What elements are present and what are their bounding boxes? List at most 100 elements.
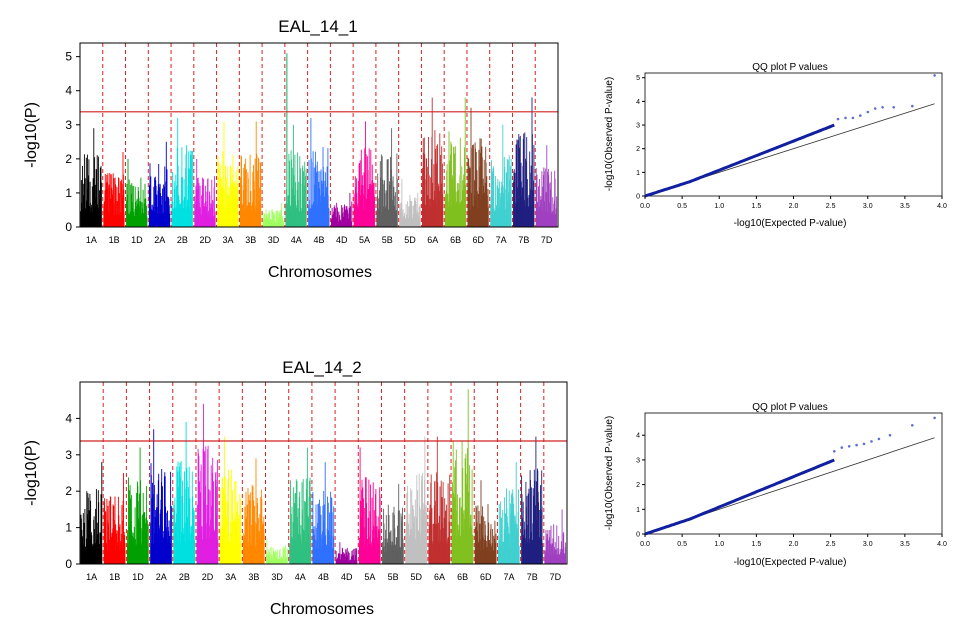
qq-x-tick-label: 3.5	[900, 541, 910, 548]
x-tick-2D: 2D	[199, 235, 211, 245]
x-tick-6B: 6B	[450, 235, 461, 245]
y-tick-label: 5	[65, 50, 72, 64]
qq-observed-curve	[644, 458, 835, 536]
chromosome-7A-marks	[497, 462, 520, 564]
manhattan-1-area: 1A 1B 1D 2A 2B 2D 3A 3B 3D 4A 4B 4D 5A 5B 5D 6A 6B 6D 7A 7B…	[65, 42, 559, 245]
x-tick-7D: 7D	[550, 572, 562, 582]
x-tick-7A: 7A	[496, 235, 507, 245]
y-tick-label: 2	[65, 152, 72, 166]
chromosome-5A-marks	[353, 121, 375, 227]
x-tick-6B: 6B	[457, 572, 468, 582]
chromosome-6D-marks	[474, 480, 497, 564]
x-tick-4D: 4D	[341, 572, 353, 582]
y-tick-label: 2	[65, 484, 72, 498]
qq-point	[877, 437, 881, 441]
qq-y-tick-label: 4	[636, 99, 640, 106]
x-tick-3A: 3A	[225, 572, 236, 582]
chromosome-6B-marks	[444, 97, 467, 227]
qq-point	[840, 446, 844, 449]
qq-y-tick-label: 0	[636, 194, 640, 201]
qq-1-area: 0.0 0.5 1.0 1.5 2.0 2.5 3.0 3.5 4.0 0 1 2 3 4 5	[636, 72, 947, 210]
qq-point	[933, 74, 936, 77]
y-tick-label: 0	[65, 557, 72, 571]
x-tick-1A: 1A	[86, 572, 97, 582]
qq-x-tick-label: 0.5	[677, 203, 687, 210]
x-tick-3D: 3D	[268, 235, 280, 245]
qq-1-title: QQ plot P values	[752, 62, 827, 73]
y-tick-label: 4	[65, 84, 72, 98]
x-tick-2A: 2A	[154, 235, 165, 245]
y-tick-label: 1	[65, 186, 72, 200]
chromosome-3B-marks	[242, 458, 265, 564]
qq-point	[859, 114, 862, 117]
y-tick-label: 3	[65, 448, 72, 462]
chromosome-1D-marks	[126, 447, 149, 564]
qq-x-tick-label: 2.0	[789, 541, 799, 548]
chromosome-7B-marks	[521, 436, 543, 564]
x-tick-4A: 4A	[291, 235, 302, 245]
qq-x-tick-label: 4.0	[937, 203, 947, 210]
qq-y-tick-label: 2	[636, 482, 640, 489]
chromosome-3A-marks	[217, 121, 239, 227]
qq-point	[911, 104, 914, 108]
qq-x-tick-label: 2.5	[826, 203, 836, 210]
chromosome-7B-marks	[513, 97, 535, 227]
x-tick-7D: 7D	[541, 235, 553, 245]
x-tick-1A: 1A	[86, 235, 97, 245]
x-tick-5D: 5D	[404, 235, 416, 245]
chromosome-1D-marks	[126, 158, 148, 227]
manhattan-2-area: 1A 1B 1D 2A 2B 2D 3A 3B 3D 4A 4B 4D 5A 5B 5D 6A 6B 6D 7A 7B…	[65, 381, 568, 582]
qq-observed-curve	[644, 123, 835, 198]
qq-x-tick-label: 1.5	[752, 541, 762, 548]
x-tick-5B: 5B	[382, 235, 393, 245]
x-tick-4B: 4B	[318, 572, 329, 582]
x-tick-7B: 7B	[527, 572, 538, 582]
chromosome-6A-marks	[428, 436, 451, 564]
qq-y-tick-label: 5	[636, 75, 640, 82]
x-tick-5B: 5B	[388, 572, 399, 582]
qq-2-xlabel: -log10(Expected P-value)	[734, 557, 847, 568]
x-tick-3A: 3A	[222, 235, 233, 245]
x-tick-1D: 1D	[131, 235, 143, 245]
qq-plot-1: QQ plot P values -log10(Observed P-value…	[604, 62, 947, 229]
chromosome-1A-marks	[80, 128, 102, 227]
qq-y-tick-label: 4	[636, 433, 640, 440]
qq-x-tick-label: 2.0	[789, 203, 799, 210]
manhattan-1-xlabel: Chromosomes	[268, 264, 372, 281]
qq-frame	[644, 412, 943, 535]
chromosome-3B-marks	[239, 121, 262, 227]
manhattan-2-xlabel: Chromosomes	[270, 601, 374, 618]
x-tick-7B: 7B	[518, 235, 529, 245]
qq-1-xlabel: -log10(Expected P-value)	[734, 218, 847, 229]
chromosome-4A-marks	[285, 124, 307, 227]
qq-x-tick-label: 1.5	[752, 203, 762, 210]
qq-y-tick-label: 3	[636, 123, 640, 130]
qq-point	[881, 106, 884, 109]
chromosome-1B-marks	[103, 473, 126, 564]
x-tick-4D: 4D	[336, 235, 348, 245]
qq-point	[847, 445, 851, 448]
x-tick-6A: 6A	[434, 572, 445, 582]
chromosome-2A-marks	[148, 141, 171, 227]
x-tick-2B: 2B	[177, 235, 188, 245]
x-tick-6D: 6D	[480, 572, 492, 582]
y-tick-label: 0	[65, 220, 72, 234]
manhattan-2-title: EAL_14_2	[282, 358, 361, 377]
qq-point	[933, 416, 936, 420]
qq-x-tick-label: 3.0	[863, 541, 873, 548]
x-tick-2A: 2A	[156, 572, 167, 582]
chromosome-7D-marks	[544, 509, 567, 564]
qq-1-ylabel: -log10(Observed P-value)	[604, 77, 615, 192]
qq-2-title: QQ plot P values	[752, 402, 827, 413]
chromosome-3D-marks	[266, 538, 288, 564]
manhattan-plot-2: EAL_14_2 -log10(P) Chromosomes 1A 1B 1D 2A 2…	[23, 358, 568, 618]
qq-x-tick-label: 0.0	[640, 541, 650, 548]
chromosome-4B-marks	[312, 462, 335, 564]
qq-point	[862, 442, 866, 446]
chromosome-1A-marks	[80, 462, 103, 564]
chromosome-5D-marks	[399, 179, 421, 227]
qq-x-tick-label: 0.5	[677, 541, 687, 548]
chromosome-1B-marks	[103, 152, 125, 227]
qq-point	[866, 110, 870, 114]
